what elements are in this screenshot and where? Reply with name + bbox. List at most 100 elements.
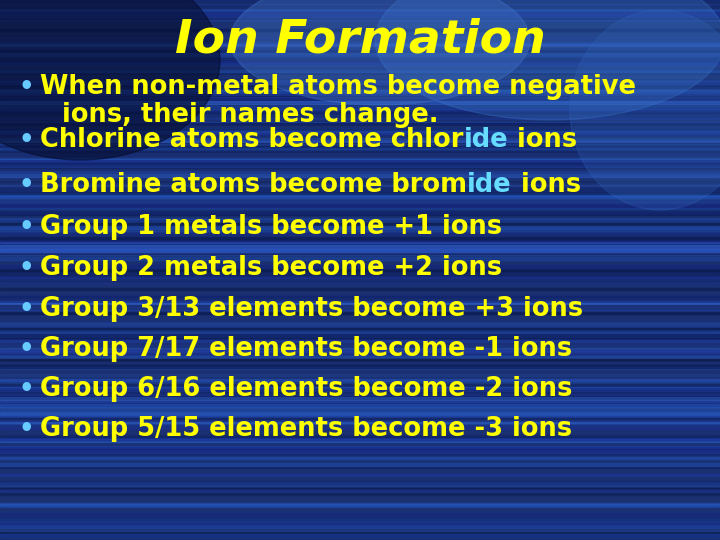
Text: •: • [18,128,34,152]
Bar [0,204,720,207]
Bar [0,93,720,94]
Bar [0,521,720,523]
Bar [0,484,720,485]
Text: Group 7/17 elements become -1 ions: Group 7/17 elements become -1 ions [40,336,572,362]
Bar [0,301,720,303]
Bar [0,435,720,436]
Bar [0,437,720,439]
Bar [0,530,720,531]
Bar [0,10,720,14]
Bar [0,417,720,419]
Bar [0,367,720,369]
Bar [0,130,720,132]
Bar [0,117,720,119]
Bar [0,267,720,269]
Bar [0,397,720,400]
Bar [0,176,720,177]
Bar [0,106,720,108]
Bar [0,485,720,487]
Bar [0,165,720,167]
Ellipse shape [0,0,220,160]
Bar [0,250,720,252]
Bar [0,348,720,351]
Bar [0,413,720,415]
Bar [0,355,720,357]
Bar [0,208,720,210]
Bar [0,147,720,150]
Bar [0,210,720,213]
Bar [0,29,720,31]
Bar [0,220,720,221]
Bar [0,109,720,111]
Bar [0,118,720,119]
Bar [0,405,720,408]
Bar [0,379,720,381]
Bar [0,364,720,367]
Bar [0,70,720,72]
Bar [0,350,720,352]
Bar [0,438,720,442]
Bar [0,534,720,537]
Bar [0,312,720,314]
Bar [0,92,720,96]
Bar [0,190,720,192]
Bar [0,288,720,289]
Bar [0,386,720,389]
Bar [0,332,720,333]
Bar [0,113,720,116]
Bar [0,534,720,537]
Bar [0,387,720,390]
Bar [0,140,720,143]
Bar [0,29,720,31]
Bar [0,414,720,416]
Bar [0,43,720,46]
Bar [0,426,720,427]
Bar [0,154,720,156]
Text: ions: ions [512,172,581,198]
Bar [0,193,720,196]
Bar [0,158,720,159]
Bar [0,201,720,204]
Bar [0,106,720,109]
Bar [0,60,720,63]
Bar [0,438,720,442]
Bar [0,322,720,326]
Bar [0,18,720,21]
Bar [0,9,720,11]
Bar [0,138,720,140]
Bar [0,29,720,31]
Bar [0,310,720,311]
Bar [0,423,720,424]
Bar [0,224,720,225]
Text: •: • [18,377,34,401]
Bar [0,238,720,241]
Bar [0,424,720,426]
Bar [0,359,720,361]
Bar [0,481,720,484]
Bar [0,446,720,449]
Bar [0,81,720,83]
Bar [0,330,720,334]
Bar [0,145,720,147]
Bar [0,387,720,389]
Bar [0,334,720,336]
Bar [0,174,720,177]
Bar [0,42,720,44]
Bar [0,448,720,451]
Bar [0,450,720,453]
Bar [0,95,720,98]
Bar [0,83,720,86]
Bar [0,52,720,54]
Bar [0,55,720,56]
Bar [0,167,720,168]
Bar [0,84,720,85]
Bar [0,334,720,338]
Bar [0,163,720,166]
Bar [0,172,720,175]
Bar [0,162,720,163]
Text: Bromine atoms become brom: Bromine atoms become brom [40,172,467,198]
Bar [0,60,720,64]
Bar [0,123,720,125]
Ellipse shape [375,0,720,120]
Bar [0,524,720,527]
